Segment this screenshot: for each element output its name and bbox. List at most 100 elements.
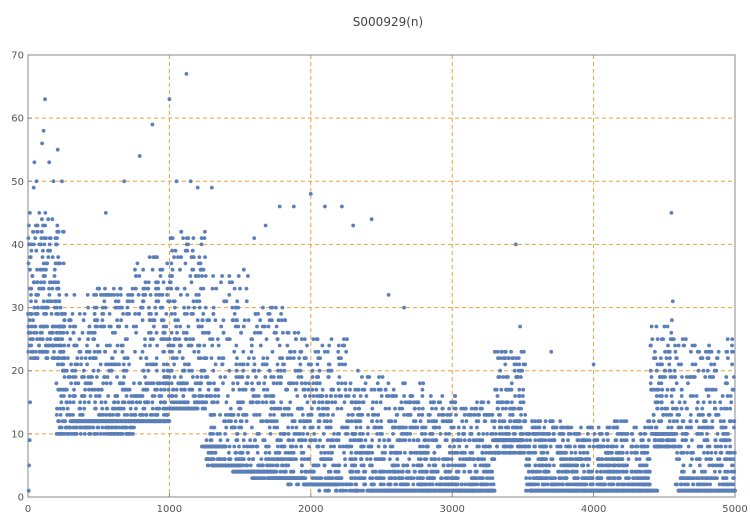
data-point [542, 482, 547, 487]
data-point [661, 337, 665, 341]
data-point [573, 450, 578, 455]
data-point [533, 450, 538, 455]
data-point [148, 343, 152, 348]
data-point [319, 450, 323, 455]
data-point [475, 400, 479, 405]
data-point [654, 324, 659, 329]
data-point [210, 286, 215, 291]
data-point [684, 438, 688, 443]
data-point [246, 450, 250, 455]
data-point [63, 387, 68, 392]
data-point [199, 242, 204, 247]
data-point [294, 444, 299, 449]
data-point [165, 286, 170, 291]
data-point [301, 432, 305, 436]
x-tick-label: 5000 [722, 504, 747, 515]
data-point [241, 324, 246, 329]
data-point [302, 337, 307, 341]
data-point [289, 450, 294, 455]
data-point [317, 419, 322, 424]
data-point [302, 425, 307, 430]
data-point [340, 362, 345, 367]
data-point [586, 463, 590, 468]
data-point [158, 274, 163, 278]
data-point [688, 413, 693, 417]
data-point [375, 381, 380, 386]
data-point [235, 381, 240, 386]
data-point [237, 375, 241, 379]
data-point [104, 381, 109, 386]
data-point [341, 444, 345, 449]
data-point [117, 324, 122, 329]
data-point [404, 432, 409, 436]
data-point [286, 482, 290, 487]
x-tick-label: 2000 [298, 504, 323, 515]
data-point [419, 432, 424, 436]
data-point [236, 413, 241, 417]
data-point [580, 463, 584, 468]
data-point [144, 356, 149, 360]
data-point [670, 318, 674, 323]
chart-title: S000929(n) [353, 15, 423, 29]
data-point [715, 356, 719, 360]
data-point [231, 387, 236, 392]
data-point [203, 229, 207, 234]
data-point [621, 469, 626, 474]
data-point [281, 362, 285, 367]
data-point [35, 280, 40, 285]
data-point [204, 394, 209, 398]
data-point [641, 438, 645, 443]
data-point [127, 432, 132, 436]
data-point [78, 349, 83, 354]
data-point [343, 387, 348, 392]
data-point [718, 400, 723, 405]
data-point [699, 469, 704, 474]
data-point [347, 482, 352, 487]
data-point [101, 381, 106, 386]
data-point [86, 305, 90, 310]
data-point [317, 400, 321, 405]
data-point [223, 444, 228, 449]
data-point [110, 425, 115, 430]
data-point [524, 488, 528, 493]
data-point [316, 425, 321, 430]
data-point [316, 463, 321, 468]
data-point [370, 450, 375, 455]
data-point [587, 444, 592, 449]
data-point [52, 349, 56, 354]
data-point [455, 450, 460, 455]
data-point [40, 330, 44, 335]
data-point [303, 394, 307, 398]
data-point [297, 356, 301, 360]
data-point [133, 286, 138, 291]
data-point [679, 482, 684, 487]
data-point [61, 356, 66, 360]
data-point [370, 469, 375, 474]
data-point [56, 337, 61, 341]
data-point [573, 444, 577, 449]
data-point [241, 349, 246, 354]
data-point [79, 356, 84, 360]
data-point [392, 476, 397, 480]
data-point [116, 299, 121, 304]
data-point [100, 305, 105, 310]
data-point [275, 337, 280, 341]
data-point [533, 438, 538, 443]
data-point [75, 356, 80, 360]
data-point [127, 299, 132, 304]
data-point [441, 463, 446, 468]
data-point [348, 438, 353, 443]
data-point [238, 400, 242, 405]
data-point [365, 375, 370, 379]
data-point [93, 406, 98, 411]
data-point [564, 469, 569, 474]
data-point [171, 387, 176, 392]
data-point [461, 432, 466, 436]
data-point [408, 394, 413, 398]
data-point [70, 432, 74, 436]
data-point [272, 457, 277, 461]
data-point [305, 457, 310, 461]
data-point [445, 413, 449, 417]
data-point [596, 425, 601, 430]
data-point [366, 432, 370, 436]
